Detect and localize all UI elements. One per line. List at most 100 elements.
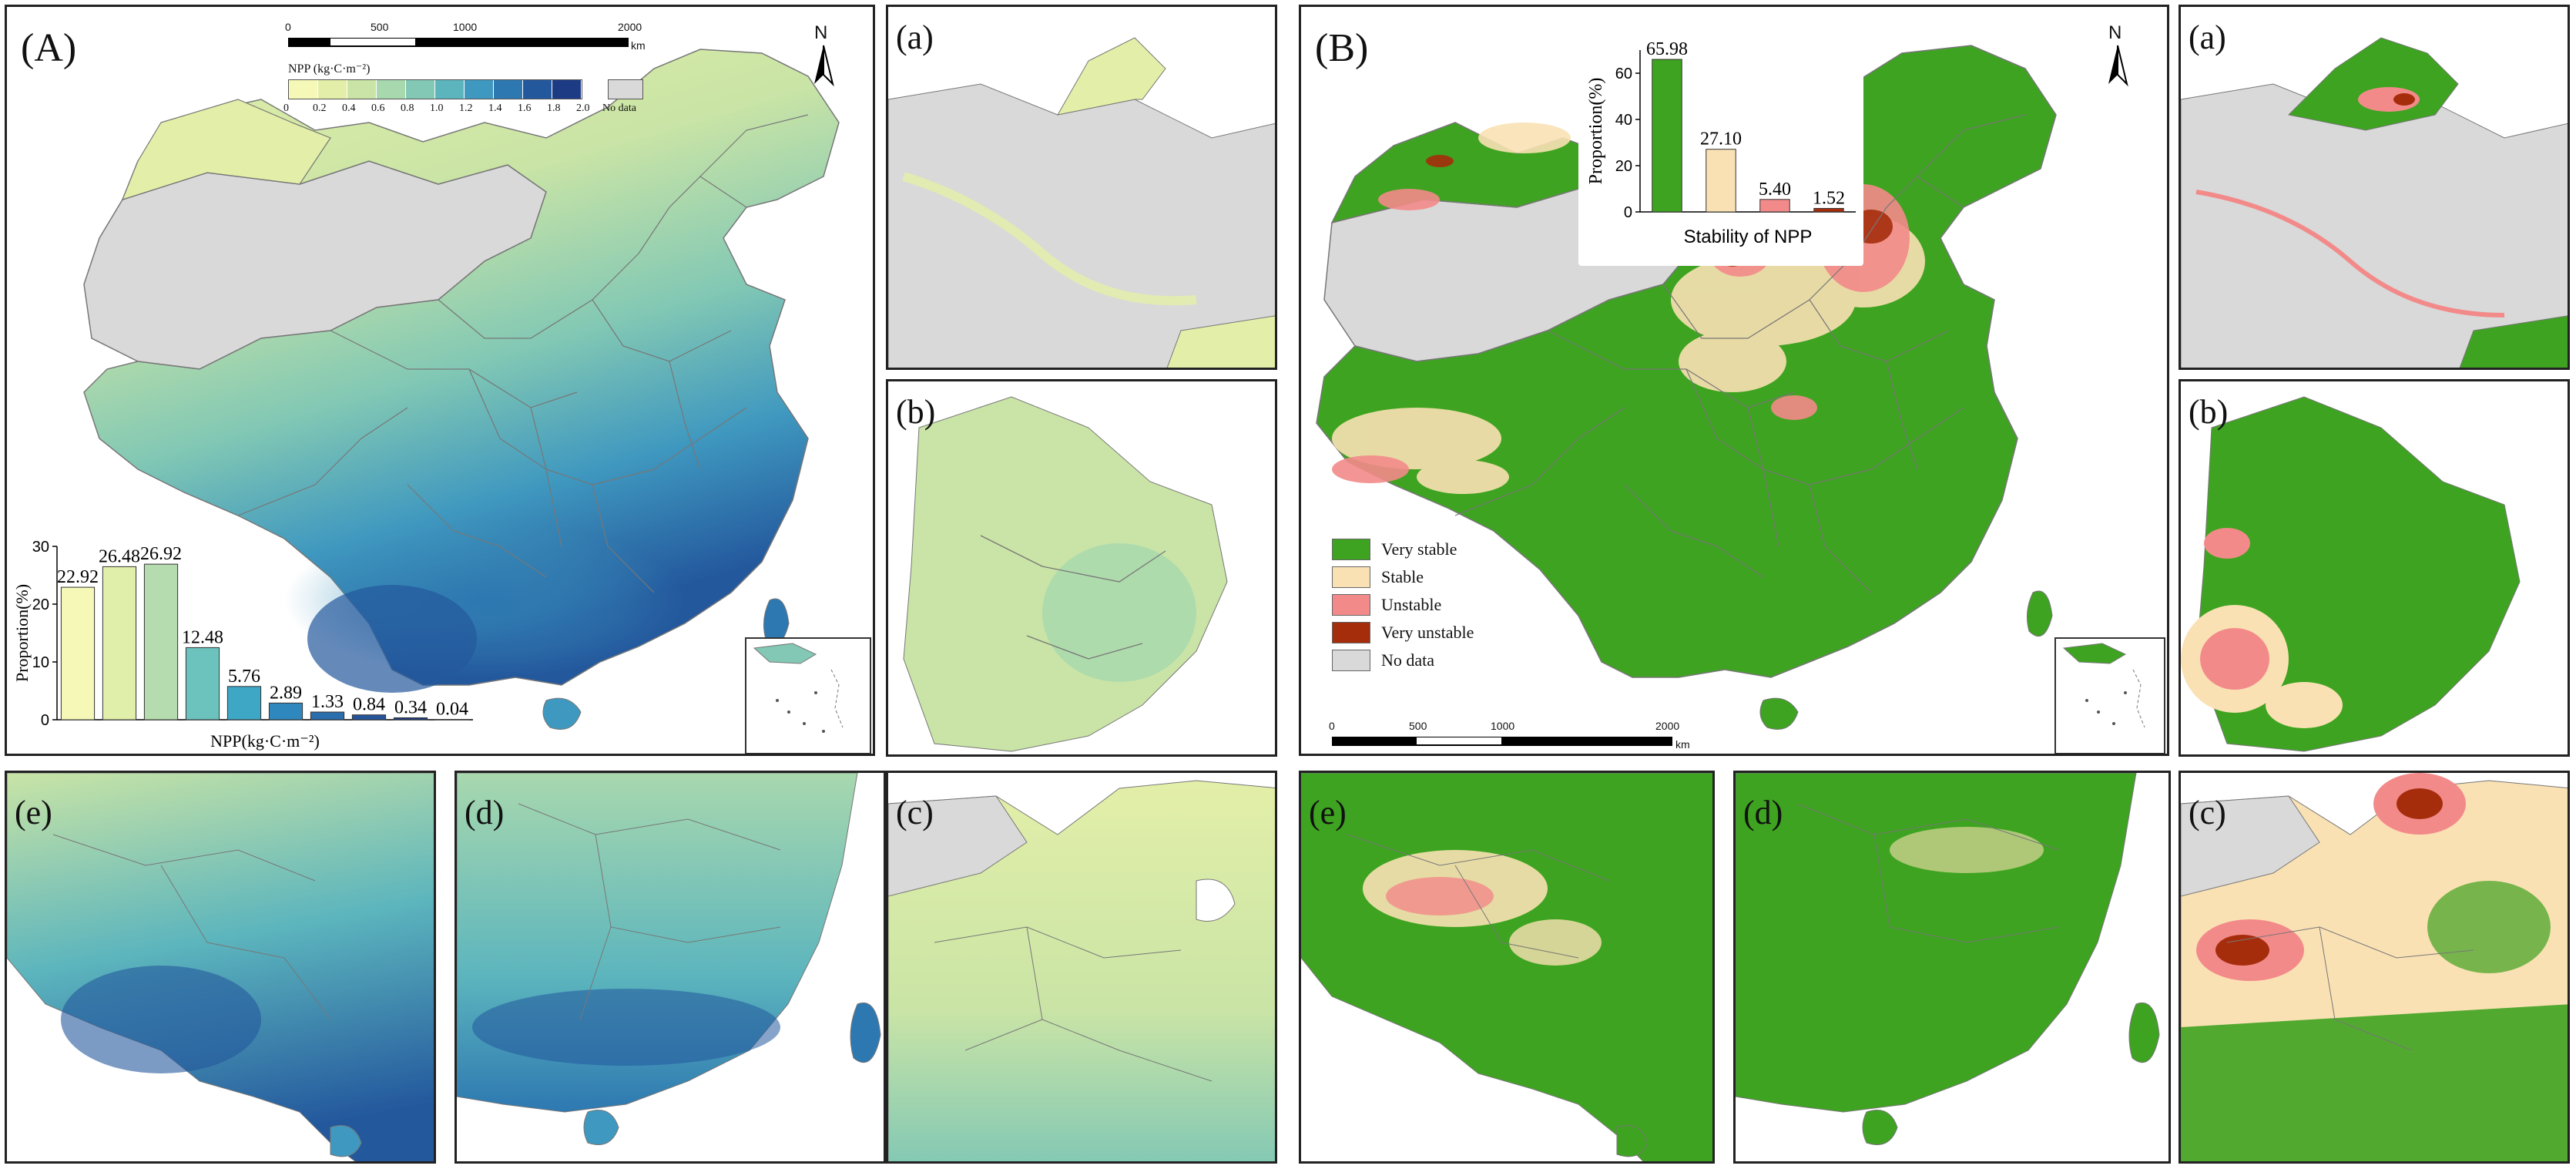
npp-tick-label: 1.0 — [430, 102, 444, 114]
sub-d-label: (d) — [465, 794, 505, 831]
npp-swatch — [552, 80, 582, 99]
scale-tick: 0 — [285, 21, 291, 33]
stability-legend: Very stable Stable Unstable Very unstable No… — [1332, 539, 1563, 677]
sub-c-map — [2181, 773, 2568, 1161]
sub-c-map — [888, 773, 1275, 1161]
bar-value-label: 1.52 — [1813, 188, 1845, 208]
npp-swatch — [435, 80, 465, 99]
south-china-sea-inset — [2054, 637, 2165, 754]
legend-label: Very stable — [1381, 539, 1457, 559]
province-boundaries — [237, 114, 809, 593]
bar — [393, 717, 428, 721]
china-landmass — [83, 49, 840, 686]
legend-item: Very unstable — [1332, 622, 1474, 643]
npp-swatch — [377, 80, 406, 99]
scale-tick: 500 — [1409, 720, 1427, 732]
npp-swatch — [465, 80, 494, 99]
scale-bar-A: 0 500 1000 2000 km — [285, 21, 650, 56]
bar — [310, 711, 345, 721]
taiwan-island — [2026, 590, 2053, 637]
sub-b-map — [2181, 381, 2568, 754]
npp-tick-label: 1.2 — [459, 102, 473, 114]
north-arrow-B: N — [2095, 22, 2141, 92]
y-tick-label: 0 — [1624, 204, 1632, 221]
hainan-island — [542, 697, 582, 730]
npp-tick-label: 0.4 — [342, 102, 356, 114]
bar — [351, 714, 387, 721]
bar — [1652, 59, 1682, 213]
bar-value-label: 5.40 — [1759, 180, 1791, 200]
sub-c-label: (c) — [896, 794, 934, 831]
y-tick-label: 60 — [1615, 66, 1632, 82]
y-tick-label: 20 — [1615, 158, 1632, 175]
legend-label: No data — [1381, 650, 1435, 670]
legend-swatch — [1332, 650, 1370, 671]
bar-value-label: 65.98 — [1646, 39, 1688, 59]
bar — [143, 563, 179, 721]
bar — [226, 686, 262, 721]
bar-value-label: 22.92 — [57, 567, 99, 587]
inset-map-graphic — [2062, 643, 2145, 728]
bar-value-label: 0.04 — [436, 700, 468, 720]
npp-swatch — [406, 80, 435, 99]
scale-tick: 1000 — [453, 21, 478, 33]
x-axis-title: Stability of NPP — [1684, 227, 1813, 247]
sub-b-map — [888, 381, 1275, 754]
sub-c-label: (c) — [2189, 794, 2226, 831]
north-arrow-icon — [814, 45, 834, 87]
scale-tick: 2000 — [1655, 720, 1680, 732]
north-arrow-icon — [2108, 45, 2128, 87]
legend-item: Very stable — [1332, 539, 1457, 560]
y-tick-label: 0 — [41, 712, 49, 729]
sub-a-map — [888, 7, 1275, 368]
bar-value-label: 27.10 — [1700, 129, 1742, 149]
sub-a-map — [2181, 7, 2568, 368]
npp-tick-label: 1.6 — [518, 102, 532, 114]
bar — [268, 702, 304, 721]
sub-b-label: (b) — [2189, 393, 2229, 431]
scale-unit: km — [631, 39, 646, 52]
south-china-sea-inset — [745, 637, 871, 754]
npp-legend-title: NPP (kg·C·m⁻²) — [288, 62, 371, 76]
legend-item: Stable — [1332, 566, 1424, 588]
bar-value-label: 12.48 — [182, 627, 223, 647]
legend-item: Unstable — [1332, 594, 1441, 616]
npp-swatch — [523, 80, 552, 99]
panel-A-npp-map: (A) 0 500 1000 2000 km NPP (kg·C·m⁻²) 0 0… — [5, 5, 875, 756]
inset-map-graphic — [753, 643, 844, 733]
legend-label: Stable — [1381, 567, 1424, 586]
province-boundaries — [1454, 114, 2026, 593]
panel-B-sub-e: (e) — [1299, 771, 1715, 1164]
legend-swatch — [1332, 539, 1370, 560]
bar-value-label: 26.48 — [99, 546, 140, 566]
legend-swatch — [1332, 566, 1370, 588]
panel-A-map-graphic — [83, 49, 840, 730]
npp-tick-label: 2.0 — [576, 102, 590, 114]
panel-B-sub-b: (b) — [2179, 379, 2570, 757]
y-axis-title: Proportion(%) — [1586, 78, 1606, 185]
bar-value-label: 5.76 — [228, 667, 260, 687]
no-data-swatch — [608, 79, 643, 99]
npp-swatch — [347, 80, 377, 99]
panel-B-label: (B) — [1315, 26, 1369, 70]
sub-e-label: (e) — [1309, 794, 1347, 831]
bar — [102, 566, 137, 721]
x-axis-title: NPP(kg·C·m⁻²) — [210, 731, 320, 751]
y-tick-label: 40 — [1615, 112, 1632, 129]
scale-bar-B: 0 500 1000 2000 km — [1329, 720, 1717, 754]
panel-A-sub-d: (d) — [454, 771, 886, 1164]
sub-b-label: (b) — [896, 393, 936, 431]
panel-A-label: (A) — [21, 26, 77, 70]
npp-tick-label: 0 — [283, 102, 289, 114]
panel-B-sub-a: (a) — [2179, 5, 2570, 370]
bar — [185, 647, 220, 721]
y-tick-label: 30 — [32, 539, 49, 556]
no-data-label: No data — [602, 102, 636, 114]
legend-label: Very unstable — [1381, 623, 1474, 642]
scale-tick: 2000 — [618, 21, 642, 33]
npp-tick-label: 0.8 — [401, 102, 414, 114]
bar — [1706, 149, 1736, 213]
panel-B-sub-d: (d) — [1733, 771, 2171, 1164]
sub-a-label: (a) — [2189, 18, 2226, 56]
